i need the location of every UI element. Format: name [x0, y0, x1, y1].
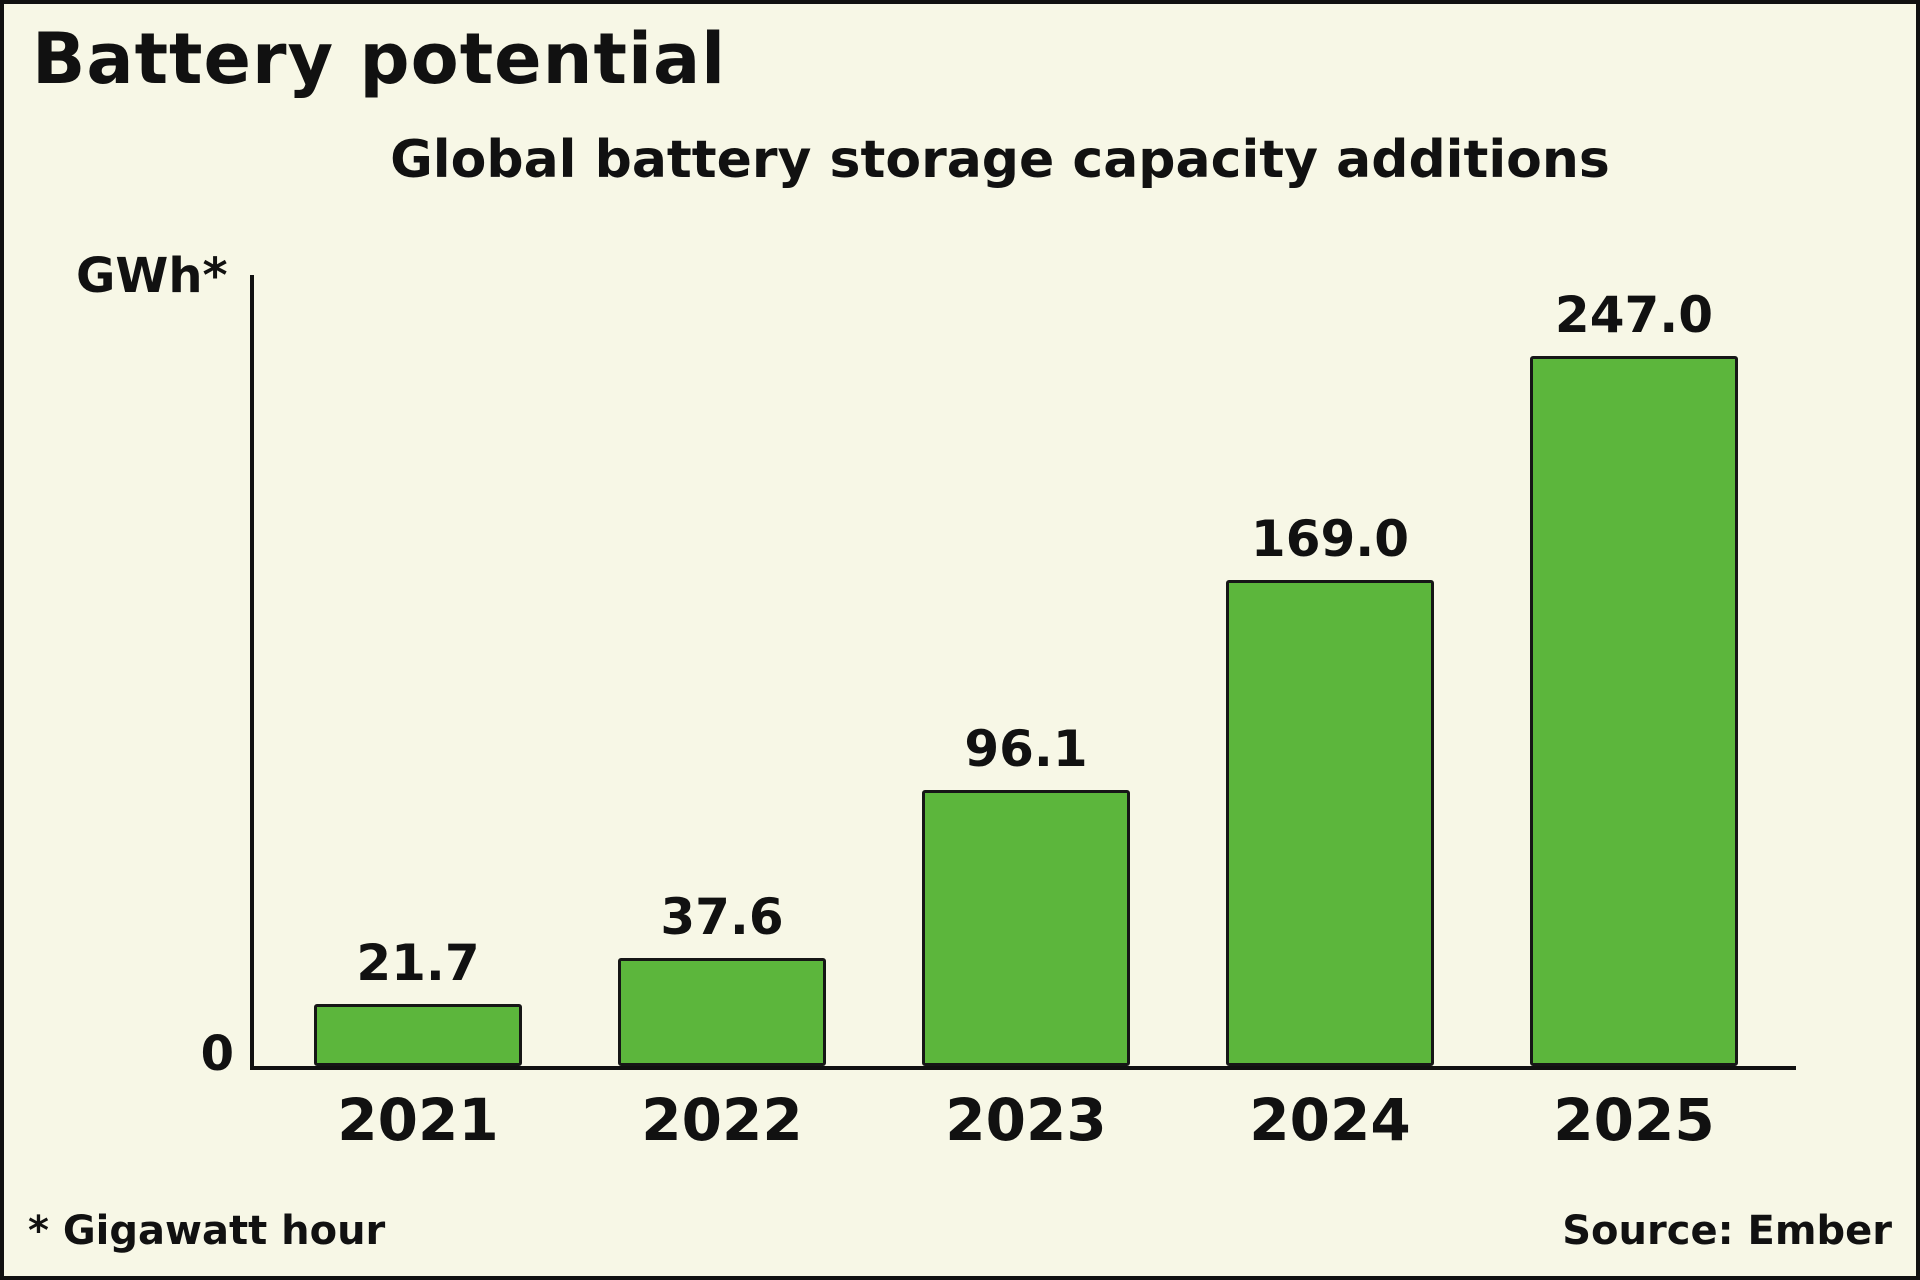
bar-2021: [314, 1004, 522, 1066]
bar-column-2024: 169.0: [1226, 510, 1434, 1066]
x-axis-tick-label-2024: 2024: [1249, 1086, 1411, 1154]
chart-footnote: * Gigawatt hour: [28, 1208, 386, 1254]
x-axis-tick-label-2022: 2022: [641, 1086, 803, 1154]
bar-value-label-2021: 21.7: [356, 934, 480, 992]
y-axis-zero-label: 0: [200, 1026, 234, 1082]
bar-2024: [1226, 580, 1434, 1066]
chart-title: Battery potential: [32, 18, 727, 100]
bar-value-label-2025: 247.0: [1554, 286, 1714, 344]
bar-column-2022: 37.6: [618, 888, 826, 1066]
chart-source: Source: Ember: [1562, 1208, 1892, 1254]
bar-column-2021: 21.7: [314, 934, 522, 1066]
x-axis-tick-label-2021: 2021: [337, 1086, 499, 1154]
bar-2022: [618, 958, 826, 1066]
bar-value-label-2024: 169.0: [1250, 510, 1410, 568]
x-axis-tick-label-2023: 2023: [945, 1086, 1107, 1154]
bar-column-2023: 96.1: [922, 720, 1130, 1066]
x-axis-tick-label-2025: 2025: [1553, 1086, 1715, 1154]
chart-subtitle: Global battery storage capacity addition…: [390, 130, 1610, 190]
y-axis-unit-label: GWh*: [76, 248, 228, 304]
bar-value-label-2023: 96.1: [964, 720, 1088, 778]
bar-2023: [922, 790, 1130, 1066]
bar-column-2025: 247.0: [1530, 286, 1738, 1066]
chart-plot-area: 21.7 2021 37.6 2022 96.1 2023 169.0 2024 247.0 20…: [250, 275, 1796, 1154]
bar-value-label-2022: 37.6: [660, 888, 784, 946]
bar-2025: [1530, 356, 1738, 1066]
